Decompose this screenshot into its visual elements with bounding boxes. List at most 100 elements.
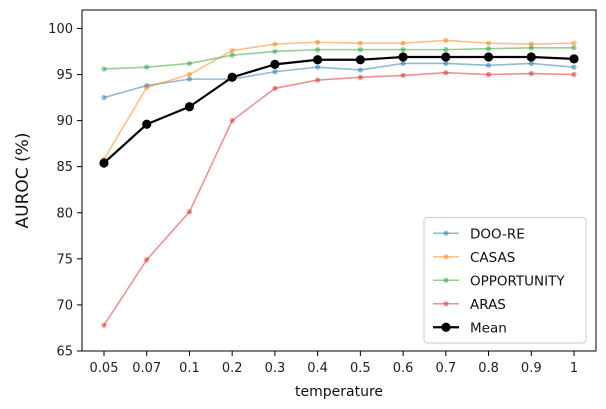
data-point (571, 64, 577, 70)
x-tick-label: 1 (570, 361, 578, 376)
data-point (485, 62, 492, 68)
data-point (528, 60, 534, 67)
data-point (441, 52, 451, 62)
x-tick-label: 0.6 (393, 361, 414, 376)
data-point (571, 45, 577, 51)
legend-swatch-marker (443, 254, 449, 260)
data-point (443, 60, 449, 67)
series-line (103, 62, 575, 99)
series-mean (99, 52, 579, 168)
data-point (229, 117, 235, 124)
legend-swatch-marker (443, 230, 449, 236)
legend-label: DOO-RE (470, 226, 525, 242)
x-tick-label: 0.5 (350, 361, 371, 376)
x-tick-label: 0.8 (478, 361, 499, 376)
data-point (315, 39, 321, 45)
y-tick-label: 75 (56, 252, 73, 267)
legend-item: ARAS (433, 297, 506, 313)
series-aras (101, 70, 577, 328)
x-tick-label: 0.4 (307, 361, 328, 376)
y-tick-label: 85 (56, 160, 73, 175)
axes: 0.05 0.07 0.1 0.2 0.3 0.4 0.5 0.6 0.7 0.8 0.9 1 65 70… (13, 9, 597, 400)
x-tick-label: 0.2 (222, 361, 243, 376)
data-point (184, 102, 195, 112)
data-point (186, 76, 193, 82)
data-point (528, 70, 534, 77)
legend-label: Mean (470, 320, 507, 336)
legend-label: ARAS (470, 297, 506, 313)
data-point (144, 64, 150, 70)
x-tick-label: 0.3 (265, 361, 286, 376)
data-point (400, 47, 406, 53)
y-tick-label: 80 (56, 206, 73, 221)
data-point (528, 41, 534, 47)
data-point (443, 37, 449, 44)
y-tick-label: 65 (56, 345, 73, 360)
data-point (227, 72, 237, 82)
series-opportunity (101, 45, 577, 72)
data-point (101, 94, 107, 101)
data-point (398, 52, 408, 62)
data-point (272, 48, 278, 55)
data-point (144, 84, 150, 91)
data-point (315, 64, 321, 70)
series-line (103, 71, 575, 326)
series-line (103, 55, 575, 164)
data-point (569, 54, 579, 64)
legend-swatch-marker (441, 322, 451, 332)
data-point (485, 40, 492, 46)
legend-item: OPPORTUNITY (433, 273, 565, 289)
legend-item: Mean (433, 320, 507, 336)
data-point (101, 66, 107, 72)
data-point (357, 67, 363, 73)
series-casas (101, 37, 577, 162)
data-point (229, 52, 235, 58)
y-tick-label: 70 (56, 298, 73, 313)
data-point (315, 77, 321, 83)
legend-label: OPPORTUNITY (470, 273, 565, 289)
data-point (357, 40, 363, 46)
y-tick-label: 95 (56, 68, 73, 83)
series-line (103, 46, 574, 70)
series-doo-re (101, 60, 577, 101)
data-point (485, 46, 492, 52)
data-point (101, 322, 107, 328)
data-point (272, 41, 278, 47)
plot-frame (81, 9, 597, 352)
data-point (186, 71, 193, 78)
legend-box (423, 217, 587, 344)
legend-swatch-marker (443, 277, 449, 283)
legend-swatch-marker (443, 301, 449, 307)
data-point (571, 71, 577, 78)
legend-label: CASAS (470, 250, 515, 266)
data-point (443, 70, 449, 76)
x-tick-label: 0.9 (521, 361, 542, 376)
data-point (485, 71, 492, 78)
data-point (528, 45, 534, 51)
data-point (526, 52, 536, 62)
series-line (103, 39, 575, 160)
legend-item: CASAS (433, 250, 515, 266)
y-tick-label: 90 (56, 114, 73, 129)
data-point (272, 85, 278, 91)
data-point (186, 209, 193, 215)
data-point (400, 72, 406, 79)
data-point (270, 59, 280, 69)
data-point (315, 47, 321, 53)
data-point (99, 158, 109, 168)
x-tick-label: 0.1 (179, 361, 200, 376)
x-tick-label: 0.07 (132, 361, 161, 376)
data-point (483, 52, 494, 62)
data-point (186, 60, 193, 67)
y-tick-label: 100 (48, 22, 73, 37)
data-point (142, 119, 152, 129)
data-point (144, 257, 150, 263)
data-point (400, 60, 406, 67)
series-layer (99, 37, 579, 328)
x-axis-title: temperature (295, 384, 383, 400)
y-axis-title: AUROC (%) (13, 133, 33, 229)
x-tick-label: 0.7 (435, 361, 456, 376)
data-point (357, 74, 363, 80)
